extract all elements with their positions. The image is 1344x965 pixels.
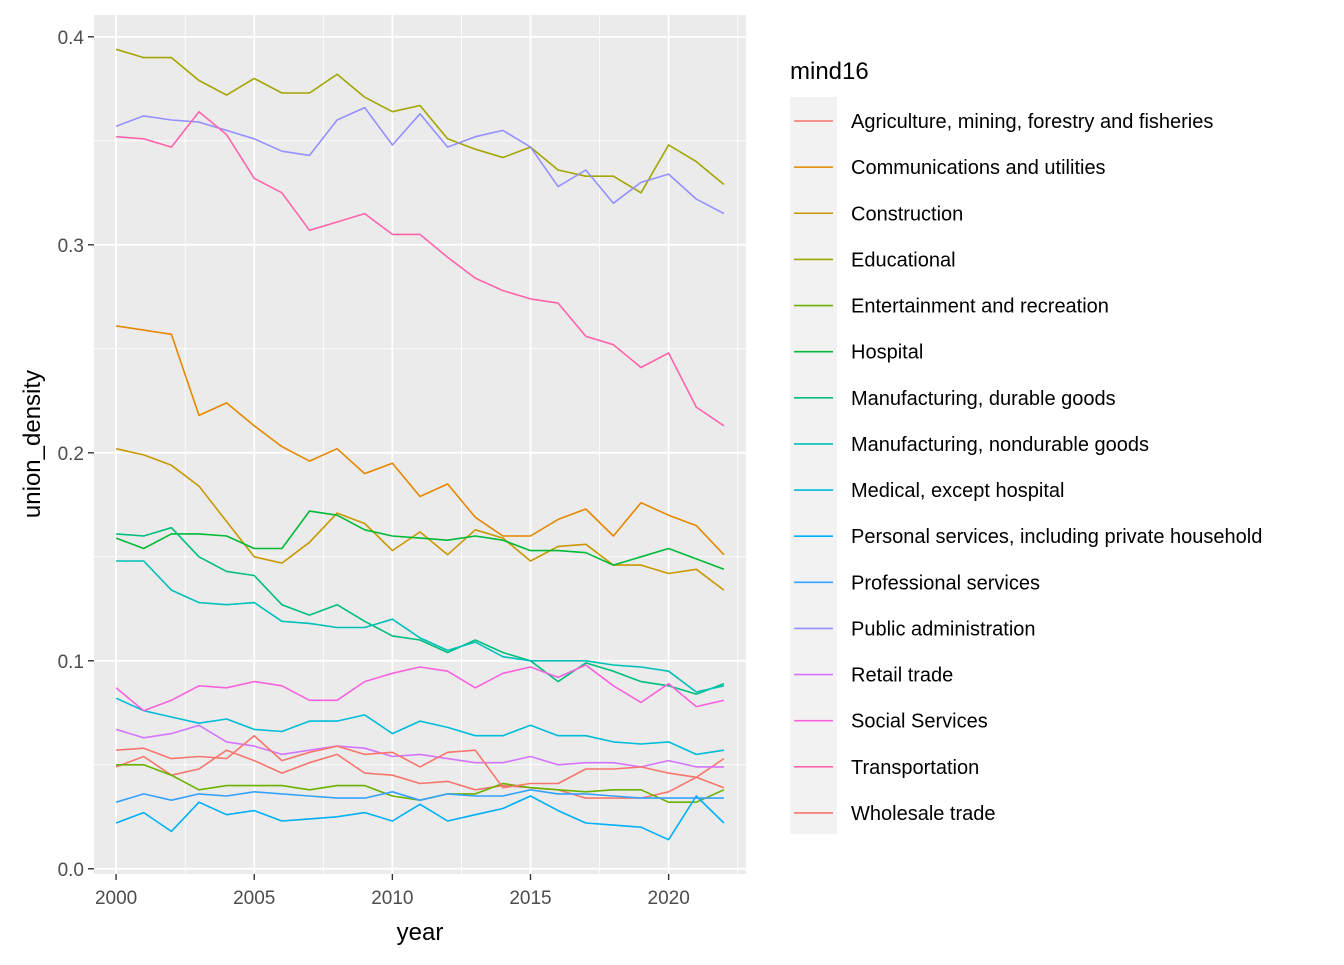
minor-gridlines [94,15,746,874]
plot-panel [94,15,746,874]
legend-label: Construction [851,203,963,225]
y-tick-label: 0.4 [58,28,85,49]
legend-label: Public administration [851,618,1036,640]
legend-label: Communications and utilities [851,157,1106,179]
legend-key-background [790,97,837,834]
legend-label: Social Services [851,711,988,733]
legend-label: Transportation [851,757,979,779]
legend-label: Personal services, including private hou… [851,526,1262,548]
y-tick-label: 0.1 [58,652,84,673]
y-axis-title: union_density [19,370,46,518]
y-tick-label: 0.2 [58,444,84,465]
series-line [115,795,725,841]
series-line [115,749,725,799]
x-tick-label: 2000 [95,888,137,909]
series-line [115,48,725,194]
legend-label: Entertainment and recreation [851,296,1109,318]
legend-label: Agriculture, mining, forestry and fisher… [851,111,1213,133]
legend-label: Manufacturing, nondurable goods [851,434,1149,456]
x-tick-label: 2020 [648,888,690,909]
series-line [115,724,724,768]
x-tick-label: 2005 [233,888,275,909]
series-line [116,560,725,693]
x-tick-label: 2010 [371,888,413,909]
legend-title: mind16 [790,58,869,85]
series-line [115,664,725,712]
series-line [115,510,725,571]
y-tick-label: 0.0 [58,860,84,881]
legend-label: Medical, except hospital [851,480,1064,502]
major-gridlines [94,15,746,874]
series-line [116,526,725,695]
x-tick-label: 2015 [509,888,551,909]
series-line [115,325,725,556]
legend-label: Retail trade [851,665,953,687]
legend-label: Educational [851,249,956,271]
series-lines [115,48,725,841]
series-line [115,697,725,756]
legend-label: Hospital [851,342,923,364]
y-tick-label: 0.3 [58,236,84,257]
y-axis: 0.0 0.1 0.2 0.3 0.4 [58,28,94,881]
series-line [116,734,725,789]
series-line [115,447,725,591]
legend: mind16 Agriculture, mining, forestry and… [790,58,1262,834]
legend-label: Wholesale trade [851,803,996,825]
legend-items: Agriculture, mining, forestry and fisher… [794,111,1262,825]
series-line [115,788,724,803]
x-axis-title: year [397,919,444,946]
legend-label: Professional services [851,572,1040,594]
x-axis: 2000 2005 2010 2015 2020 [95,874,690,909]
legend-label: Manufacturing, durable goods [851,388,1116,410]
series-line [116,110,725,427]
